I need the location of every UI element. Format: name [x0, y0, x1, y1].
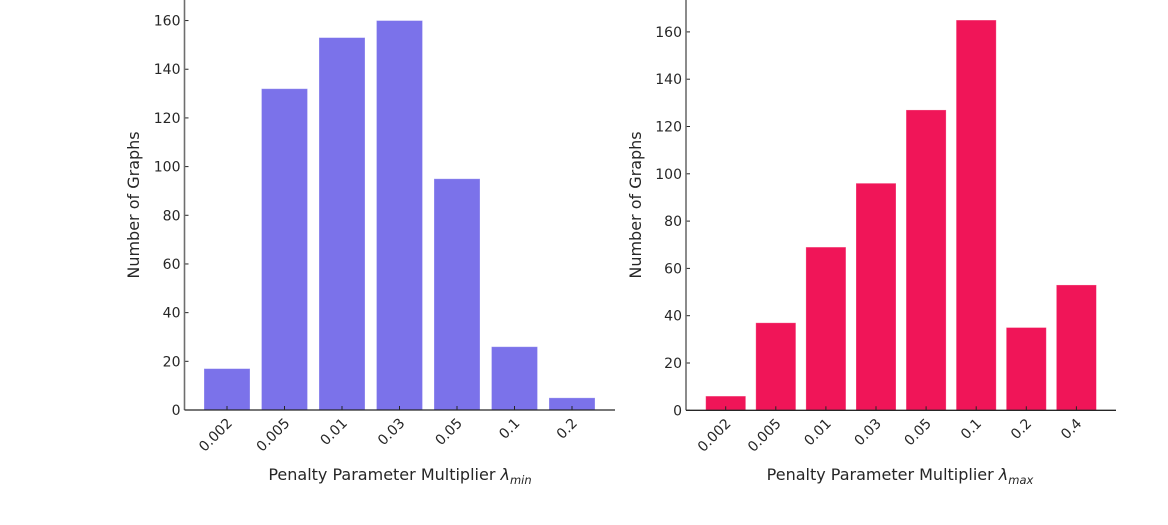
bar-0.4: [1056, 284, 1097, 411]
y-tick-label: 120: [655, 120, 682, 136]
x-tick-label: 0.005: [254, 416, 294, 456]
x-axis-label: Penalty Parameter Multiplier λmin: [268, 465, 531, 487]
bar-0.005: [755, 322, 797, 411]
x-tick-label: 0.1: [958, 416, 985, 443]
bar-0.03: [376, 20, 423, 411]
y-tick-label: 100: [655, 167, 682, 183]
x-tick-label: 0.005: [745, 416, 785, 456]
y-tick-label: 20: [664, 356, 682, 372]
bar-0.005: [261, 88, 308, 411]
y-tick-label: 60: [664, 261, 682, 277]
bar-0.01: [318, 37, 366, 411]
y-tick-label: 0: [172, 403, 181, 419]
x-axis-label: Penalty Parameter Multiplier λmax: [767, 465, 1034, 487]
x-tick-label: 0.2: [554, 416, 581, 443]
x-tick-label: 0.002: [196, 416, 236, 456]
bar-0.01: [805, 246, 847, 411]
y-tick-label: 80: [664, 214, 682, 230]
x-tick-label: 0.05: [432, 416, 465, 449]
y-tick-label: 20: [163, 354, 181, 370]
bar-0.2: [1005, 327, 1047, 411]
chart-lambda-min: 0.002 0.005 0.01 0.03 0.05 0.1 0.2 0 20 40 60 80 100…: [124, 0, 615, 487]
x-tick-label: 0.01: [317, 416, 350, 449]
y-tick-label: 80: [163, 208, 181, 224]
y-tick-label: 60: [163, 257, 181, 273]
x-tick-label: 0.03: [851, 416, 884, 449]
y-tick-label: 140: [655, 72, 682, 88]
y-axis-label: Number of Graphs: [626, 131, 645, 278]
bar-0.1: [491, 346, 538, 411]
y-tick-label: 140: [154, 62, 181, 78]
x-tick-label: 0.002: [695, 416, 735, 456]
y-tick-label: 40: [163, 306, 181, 322]
bar-0.1: [955, 19, 997, 411]
x-tick-label: 0.4: [1058, 416, 1085, 443]
bar-0.05: [433, 178, 481, 411]
y-axis-label: Number of Graphs: [124, 131, 143, 278]
y-tick-label: 120: [154, 111, 181, 127]
x-tick-label: 0.05: [902, 416, 935, 449]
y-tick-label: 0: [673, 403, 682, 419]
y-tick-label: 100: [154, 160, 181, 176]
bar-0.002: [203, 368, 251, 411]
chart-lambda-max: 0.002 0.005 0.01 0.03 0.05 0.1 0.2 0.4 0 20 40 60 80…: [626, 0, 1116, 487]
bar-0.05: [905, 109, 947, 411]
y-tick-label: 40: [664, 309, 682, 325]
bar-0.03: [855, 182, 897, 411]
y-tick-label: 160: [154, 14, 181, 30]
x-tick-label: 0.03: [375, 416, 408, 449]
x-tick-label: 0.2: [1008, 416, 1035, 443]
y-tick-label: 160: [655, 25, 682, 41]
x-tick-label: 0.1: [496, 416, 523, 443]
x-tick-label: 0.01: [801, 416, 834, 449]
